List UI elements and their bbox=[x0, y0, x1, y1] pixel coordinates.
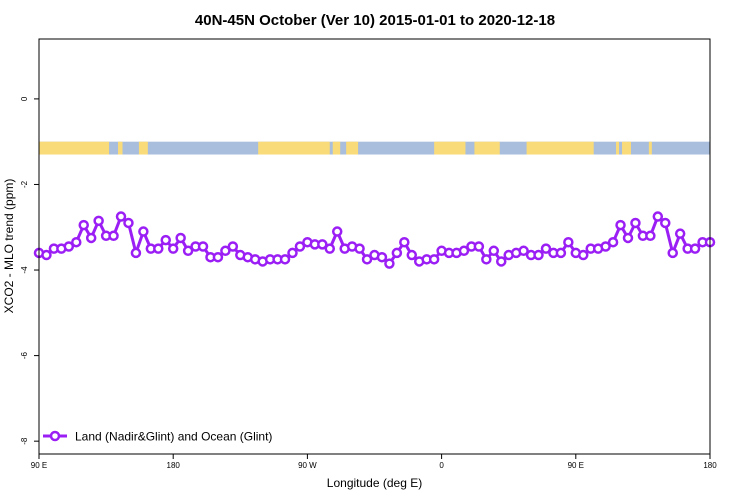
chart-title: 40N-45N October (Ver 10) 2015-01-01 to 2… bbox=[195, 12, 555, 29]
x-axis-label: Longitude (deg E) bbox=[327, 476, 422, 490]
data-point bbox=[197, 241, 209, 252]
land-segment bbox=[474, 141, 500, 155]
data-point bbox=[160, 234, 171, 246]
y-tick-label: -6 bbox=[20, 351, 29, 359]
y-tick-label: -8 bbox=[20, 437, 29, 445]
series-layer bbox=[33, 211, 716, 269]
data-point bbox=[78, 219, 89, 231]
data-point bbox=[518, 245, 529, 257]
data-point bbox=[41, 249, 52, 261]
land-segment bbox=[39, 141, 110, 155]
y-tick-label: -2 bbox=[20, 180, 29, 188]
data-point bbox=[63, 241, 75, 252]
data-point bbox=[481, 254, 492, 265]
data-point bbox=[354, 243, 365, 254]
data-point bbox=[294, 241, 306, 252]
land-segment bbox=[622, 141, 631, 155]
data-point bbox=[660, 217, 671, 229]
data-point bbox=[615, 219, 626, 231]
data-point bbox=[667, 247, 678, 259]
data-point bbox=[406, 249, 418, 261]
land-segment bbox=[346, 141, 359, 155]
data-point bbox=[674, 228, 686, 239]
data-point bbox=[399, 236, 410, 248]
x-tick-label: 180 bbox=[703, 461, 717, 470]
legend: Land (Nadir&Glint) and Ocean (Glint) bbox=[43, 430, 272, 444]
data-point bbox=[540, 243, 552, 254]
data-point bbox=[212, 251, 224, 263]
data-point bbox=[488, 245, 500, 257]
land-segment bbox=[258, 141, 330, 155]
legend-label: Land (Nadir&Glint) and Ocean (Glint) bbox=[75, 430, 272, 444]
x-tick-label: 90 E bbox=[31, 461, 47, 470]
land-segment bbox=[332, 141, 341, 155]
data-point bbox=[220, 245, 231, 257]
data-point bbox=[331, 226, 343, 237]
data-point bbox=[167, 243, 179, 254]
data-point bbox=[555, 247, 567, 259]
x-axis-ticks: 90 E 180 90 W 0 90 E 180 bbox=[31, 454, 717, 470]
plot-frame bbox=[38, 38, 711, 455]
data-point bbox=[108, 230, 119, 242]
land-segment bbox=[616, 141, 620, 155]
data-point bbox=[279, 254, 291, 265]
y-axis-ticks: 0 -2 -4 -6 -8 bbox=[20, 96, 39, 445]
data-point bbox=[458, 245, 470, 257]
data-point bbox=[533, 249, 544, 261]
data-point bbox=[578, 249, 589, 261]
data-point bbox=[630, 217, 641, 229]
y-tick-label: 0 bbox=[20, 96, 29, 101]
data-point bbox=[563, 236, 574, 248]
data-point bbox=[175, 232, 186, 244]
data-point bbox=[153, 243, 164, 254]
y-tick-label: -4 bbox=[20, 266, 29, 274]
x-tick-label: 90 W bbox=[298, 461, 317, 470]
data-point bbox=[227, 241, 239, 252]
data-point bbox=[71, 236, 82, 248]
data-point bbox=[428, 254, 440, 265]
data-point bbox=[607, 236, 619, 248]
land-segment bbox=[118, 141, 123, 155]
data-point bbox=[182, 245, 194, 257]
data-point bbox=[85, 232, 97, 244]
data-point bbox=[495, 256, 507, 267]
legend-marker-swatch bbox=[49, 430, 61, 442]
data-point bbox=[93, 215, 104, 227]
land-segment bbox=[526, 141, 594, 155]
x-tick-label: 0 bbox=[439, 461, 444, 470]
land-segment bbox=[138, 141, 148, 155]
data-point bbox=[652, 211, 664, 222]
data-point bbox=[473, 241, 485, 252]
land-segment bbox=[648, 141, 652, 155]
x-tick-label: 90 E bbox=[568, 461, 584, 470]
data-point bbox=[645, 230, 656, 242]
data-point bbox=[324, 243, 336, 254]
x-tick-label: 180 bbox=[167, 461, 181, 470]
data-point bbox=[384, 258, 395, 269]
data-point bbox=[689, 243, 701, 254]
data-point bbox=[622, 232, 634, 244]
data-point bbox=[138, 226, 149, 237]
data-point bbox=[130, 247, 142, 259]
land-ocean-bar bbox=[39, 141, 710, 155]
data-point bbox=[115, 211, 127, 222]
data-point bbox=[376, 251, 388, 263]
data-point bbox=[287, 247, 298, 259]
land-segment bbox=[434, 141, 466, 155]
y-axis-label: XCO2 - MLO trend (ppm) bbox=[2, 179, 16, 314]
data-point bbox=[361, 254, 373, 265]
data-point bbox=[391, 247, 403, 259]
data-point bbox=[600, 241, 611, 252]
data-point bbox=[123, 217, 134, 229]
data-point bbox=[317, 239, 328, 250]
